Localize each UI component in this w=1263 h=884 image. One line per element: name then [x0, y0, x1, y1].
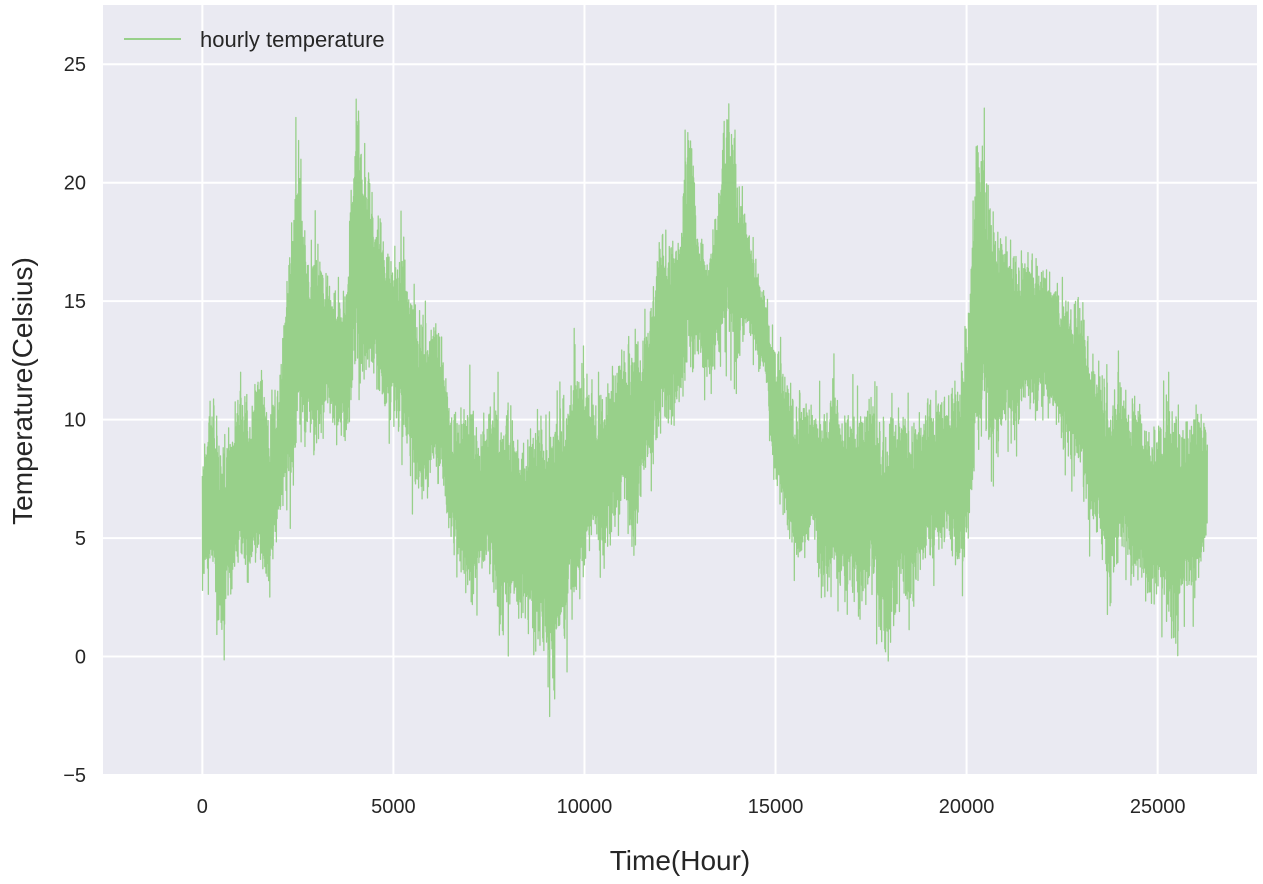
x-axis-title: Time(Hour) [610, 845, 751, 876]
x-tick-label: 0 [197, 796, 208, 818]
x-tick-label: 15000 [748, 796, 804, 818]
legend: hourly temperature [124, 27, 385, 52]
legend-label: hourly temperature [200, 27, 385, 52]
y-tick-label: −5 [63, 765, 86, 787]
y-tick-label: 5 [75, 528, 86, 550]
x-tick-label: 20000 [939, 796, 995, 818]
x-tick-label: 5000 [371, 796, 416, 818]
x-tick-label: 25000 [1130, 796, 1186, 818]
y-tick-label: 0 [75, 647, 86, 669]
y-tick-label: 15 [64, 291, 86, 313]
y-axis-title: Temperature(Celsius) [7, 257, 38, 525]
x-tick-labels: 0 5000 10000 15000 20000 25000 [197, 796, 1186, 818]
y-tick-labels: −5 0 5 10 15 20 25 [63, 54, 86, 787]
y-tick-label: 20 [64, 173, 86, 195]
x-tick-label: 10000 [557, 796, 613, 818]
series-line-hourly-temperature [201, 98, 1208, 718]
y-tick-label: 10 [64, 410, 86, 432]
series-layer [201, 98, 1208, 718]
y-tick-label: 25 [64, 54, 86, 76]
